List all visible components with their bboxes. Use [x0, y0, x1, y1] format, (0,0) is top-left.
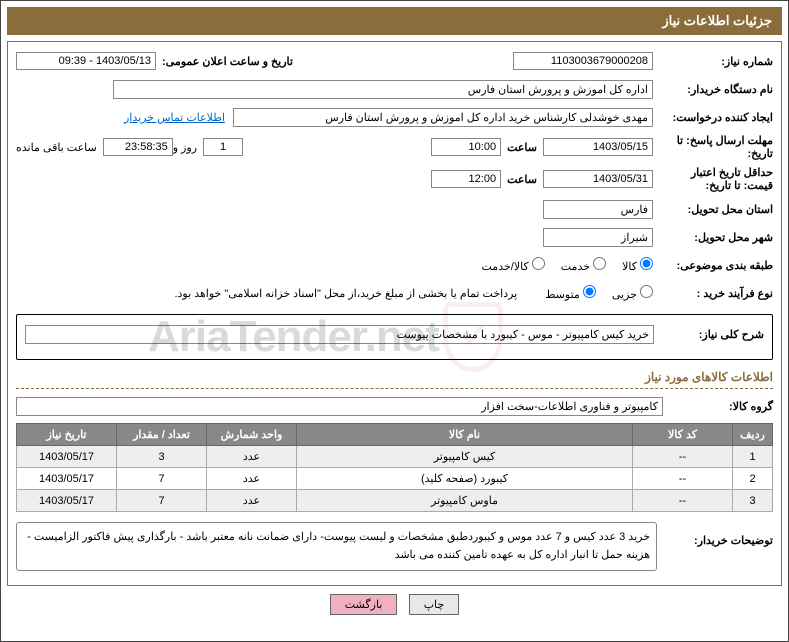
table-cell: -- — [633, 490, 733, 512]
table-cell: -- — [633, 468, 733, 490]
time-label-1: ساعت — [507, 141, 537, 154]
buyer-org-label: نام دستگاه خریدار: — [653, 83, 773, 96]
table-row: 2--کیبورد (صفحه کلید)عدد71403/05/17 — [17, 468, 773, 490]
page-title: جزئیات اطلاعات نیاز — [7, 7, 782, 35]
validity-label: حداقل تاریخ اعتبار قیمت: تا تاریخ: — [653, 166, 773, 192]
page-container: جزئیات اطلاعات نیاز AriaTender.net شماره… — [0, 0, 789, 642]
table-cell: 7 — [117, 468, 207, 490]
class-option[interactable]: کالا — [622, 257, 653, 273]
city-label: شهر محل تحویل: — [653, 231, 773, 244]
validity-time-field: 12:00 — [431, 170, 501, 188]
print-button[interactable]: چاپ — [409, 594, 460, 615]
items-table: ردیفکد کالانام کالاواحد شمارشتعداد / مقد… — [16, 423, 773, 512]
need-no-label: شماره نیاز: — [653, 55, 773, 68]
city-field: شیراز — [543, 228, 653, 247]
class-radio[interactable] — [532, 257, 545, 270]
table-cell: 1403/05/17 — [17, 446, 117, 468]
ptype-option[interactable]: جزیی — [612, 285, 653, 301]
table-header: نام کالا — [297, 424, 633, 446]
type-radio-group: جزیی متوسط — [533, 285, 653, 301]
main-box: AriaTender.net شماره نیاز: 1103003679000… — [7, 41, 782, 586]
deadline-label: مهلت ارسال پاسخ: تا تاریخ: — [653, 134, 773, 160]
class-radio-group: کالا خدمت کالا/خدمت — [470, 257, 654, 273]
class-label: طبقه بندی موضوعی: — [653, 259, 773, 272]
table-cell: عدد — [207, 468, 297, 490]
back-button[interactable]: بازگشت — [330, 594, 398, 615]
table-cell: کیبورد (صفحه کلید) — [297, 468, 633, 490]
table-header: تعداد / مقدار — [117, 424, 207, 446]
summary-field: خرید کیس کامپیوتر - موس - کیبورد با مشخص… — [25, 325, 654, 344]
table-row: 3--ماوس کامپیوترعدد71403/05/17 — [17, 490, 773, 512]
validity-date-field: 1403/05/31 — [543, 170, 653, 188]
table-cell: 3 — [733, 490, 773, 512]
table-cell: 3 — [117, 446, 207, 468]
province-field: فارس — [543, 200, 653, 219]
table-cell: ماوس کامپیوتر — [297, 490, 633, 512]
class-radio[interactable] — [640, 257, 653, 270]
table-cell: 1403/05/17 — [17, 468, 117, 490]
ptype-option[interactable]: متوسط — [545, 285, 596, 301]
table-header: ردیف — [733, 424, 773, 446]
summary-label: شرح کلی نیاز: — [654, 328, 764, 341]
need-no-field: 1103003679000208 — [513, 52, 653, 70]
table-header: کد کالا — [633, 424, 733, 446]
table-cell: عدد — [207, 490, 297, 512]
summary-box: شرح کلی نیاز: خرید کیس کامپیوتر - موس - … — [16, 314, 773, 360]
table-header: واحد شمارش — [207, 424, 297, 446]
items-section-title: اطلاعات کالاهای مورد نیاز — [16, 370, 773, 389]
announce-dt-label: تاریخ و ساعت اعلان عمومی: — [162, 55, 293, 68]
requester-label: ایجاد کننده درخواست: — [653, 111, 773, 124]
group-field: کامپیوتر و فناوری اطلاعات-سخت افزار — [16, 397, 663, 416]
province-label: استان محل تحویل: — [653, 203, 773, 216]
deadline-date-field: 1403/05/15 — [543, 138, 653, 156]
announce-dt-field: 1403/05/13 - 09:39 — [16, 52, 156, 70]
buyer-org-field: اداره کل اموزش و پرورش استان فارس — [113, 80, 653, 99]
table-cell: 1 — [733, 446, 773, 468]
ptype-radio[interactable] — [640, 285, 653, 298]
class-option[interactable]: کالا/خدمت — [482, 257, 545, 273]
time-label-2: ساعت — [507, 173, 537, 186]
type-label: نوع فرآیند خرید : — [653, 287, 773, 300]
table-cell: 1403/05/17 — [17, 490, 117, 512]
notes-label: توضیحات خریدار: — [663, 522, 773, 547]
requester-field: مهدی خوشدلی کارشناس خرید اداره کل اموزش … — [233, 108, 653, 127]
remaining-label: ساعت باقی مانده — [16, 141, 97, 154]
group-label: گروه کالا: — [663, 400, 773, 413]
table-cell: 7 — [117, 490, 207, 512]
table-row: 1--کیس کامپیوترعدد31403/05/17 — [17, 446, 773, 468]
table-cell: 2 — [733, 468, 773, 490]
countdown-field: 23:58:35 — [103, 138, 173, 156]
class-radio[interactable] — [593, 257, 606, 270]
button-row: چاپ بازگشت — [7, 594, 782, 615]
table-header: تاریخ نیاز — [17, 424, 117, 446]
table-cell: عدد — [207, 446, 297, 468]
table-cell: -- — [633, 446, 733, 468]
notes-field: خرید 3 عدد کیس و 7 عدد موس و کیبوردطبق م… — [16, 522, 657, 571]
table-cell: کیس کامپیوتر — [297, 446, 633, 468]
deadline-time-field: 10:00 — [431, 138, 501, 156]
ptype-radio[interactable] — [583, 285, 596, 298]
class-option[interactable]: خدمت — [561, 257, 606, 273]
days-and-label: روز و — [173, 141, 197, 154]
contact-link[interactable]: اطلاعات تماس خریدار — [124, 111, 225, 124]
days-left-field: 1 — [203, 138, 243, 156]
payment-note: پرداخت تمام یا بخشی از مبلغ خرید،از محل … — [174, 287, 517, 300]
